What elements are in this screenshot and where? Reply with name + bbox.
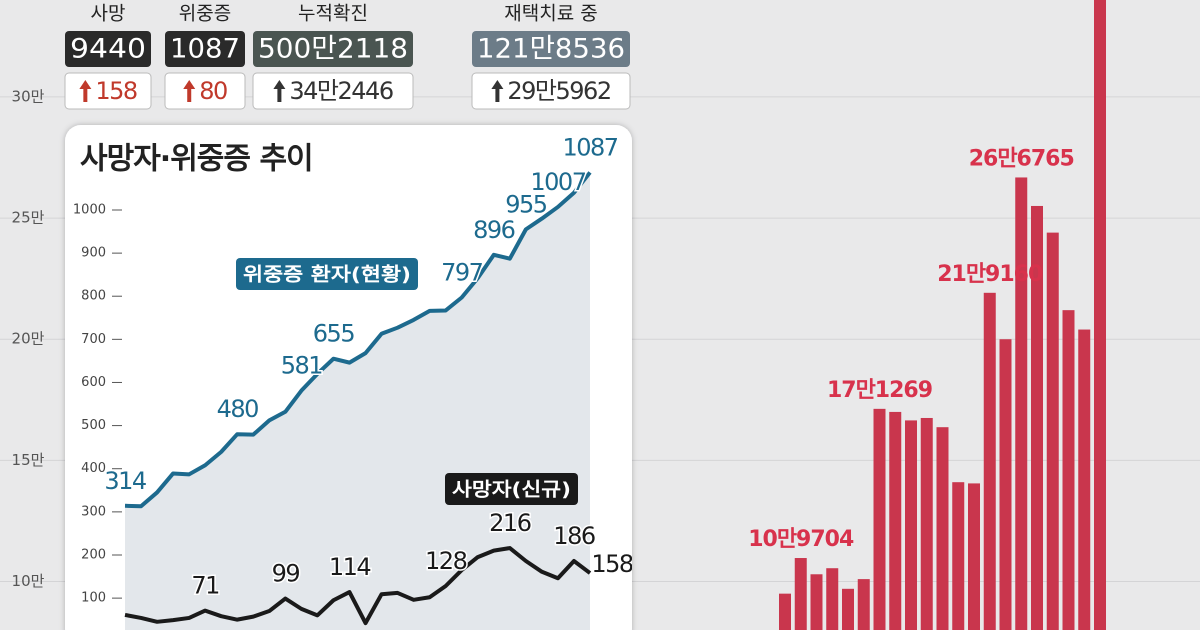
y-tick-label: 30만 (12, 87, 45, 105)
legend-label: 위중증 환자(현황) (243, 263, 411, 286)
bar (810, 574, 823, 630)
bar (983, 292, 996, 630)
bar (1094, 0, 1106, 630)
point-value-label: 186 (553, 522, 595, 550)
y-tick-label: 100 (81, 591, 106, 606)
bar (920, 417, 933, 630)
bar (873, 408, 886, 630)
point-value-label: 314 (104, 467, 146, 495)
y-tick-label: 800 (81, 289, 106, 304)
stat-change: 29만5962 (507, 77, 610, 105)
up-arrow (183, 80, 196, 102)
point-value-label: 1007 (530, 168, 585, 196)
point-value-label: 655 (313, 320, 355, 348)
bar (794, 558, 807, 630)
bar (779, 593, 791, 630)
stat-value: 500만2118 (258, 34, 408, 65)
panel-content: 사망자·위중증 추이 100 200 300 400 500 600 700 800 900 100… (73, 132, 633, 630)
bar (1062, 310, 1075, 630)
panel-shade (125, 172, 590, 630)
bar (889, 411, 902, 630)
y-tick-label: 500 (81, 418, 106, 433)
bar (936, 427, 949, 630)
bar (1015, 177, 1028, 630)
series-line (124, 546, 592, 626)
y-tick-label: 900 (81, 246, 106, 261)
stat-label: 위중증 (179, 3, 231, 25)
point-value-label: 581 (281, 352, 323, 380)
y-tick-label: 700 (81, 332, 106, 347)
stat-change-box (164, 72, 246, 110)
point-value-label: 216 (489, 509, 531, 537)
up-arrow (273, 80, 286, 102)
stat-label: 누적확진 (298, 3, 368, 25)
up-arrow (491, 80, 504, 102)
bar (905, 420, 917, 630)
bar (842, 588, 854, 630)
stat-change: 158 (95, 77, 137, 105)
up-arrow (79, 80, 92, 102)
legend-box (236, 258, 418, 290)
stat-change-box (252, 72, 414, 110)
stat-label: 사망 (91, 3, 126, 25)
point-value-label: 114 (329, 553, 371, 581)
stat-change: 34만2446 (289, 77, 392, 105)
point-value-label: 797 (441, 259, 483, 287)
point-value-label: 896 (473, 216, 515, 244)
legend-label: 사망자(신규) (452, 479, 571, 501)
bar (952, 482, 965, 630)
stat-value-box (253, 31, 413, 67)
stat-value-box (472, 31, 630, 67)
bar-value-label: 26만6765 (969, 146, 1074, 171)
bar-value-label: 17만1269 (827, 378, 932, 403)
y-tick-label: 1000 (73, 202, 106, 217)
bar (999, 339, 1012, 630)
bar-value-label: 10만9704 (748, 527, 854, 552)
point-value-label: 955 (505, 190, 547, 218)
y-tick-label: 300 (81, 504, 106, 519)
series-line (124, 171, 592, 509)
point-value-label: 1087 (562, 133, 617, 161)
stat-label: 재택치료 중 (504, 3, 597, 25)
stat-change: 80 (199, 77, 227, 105)
stat-value: 121만8536 (477, 34, 625, 65)
y-tick-label: 25만 (12, 209, 45, 227)
stat-change-box (471, 72, 631, 110)
bar (1031, 205, 1043, 630)
bar-value-label: 21만9160 (937, 262, 1043, 287)
panel-title: 사망자·위중증 추이 (80, 142, 313, 177)
y-tick-label: 15만 (12, 451, 45, 469)
bar (826, 568, 839, 630)
point-value-label: 158 (591, 550, 633, 578)
legend-box (445, 473, 578, 505)
stat-value: 1087 (170, 34, 240, 65)
bar (1046, 232, 1059, 630)
point-value-label: 128 (425, 547, 467, 575)
y-tick-label: 10만 (12, 572, 45, 590)
stat-value-box (65, 31, 151, 67)
y-tick-label: 600 (81, 375, 106, 390)
bar (857, 579, 870, 630)
stat-value: 9440 (70, 34, 146, 65)
point-value-label: 71 (191, 572, 219, 600)
point-value-label: 99 (272, 560, 300, 588)
y-tick-label: 200 (81, 547, 106, 562)
bar (1078, 329, 1091, 630)
bar (968, 483, 980, 630)
stat-value-box (165, 31, 245, 67)
point-value-label: 480 (217, 395, 259, 423)
y-tick-label: 400 (81, 461, 106, 476)
y-tick-label: 20만 (12, 330, 45, 348)
